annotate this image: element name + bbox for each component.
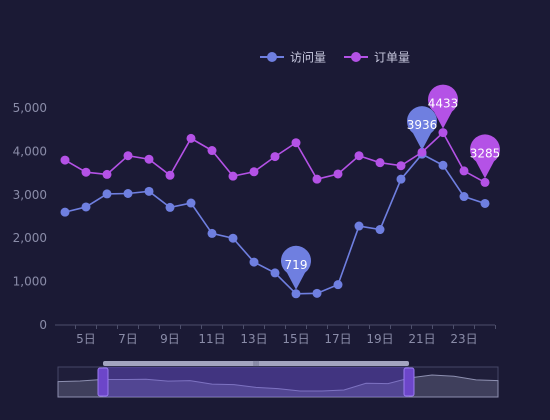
data-point[interactable] [270,152,280,162]
data-point[interactable] [270,268,280,278]
data-point[interactable] [459,166,469,176]
legend-item-1[interactable]: 访问量 [260,51,326,65]
data-point[interactable] [186,198,196,208]
series-1 [60,149,490,299]
data-point[interactable] [60,155,70,165]
markpoint-pin[interactable]: 3936 [407,106,438,151]
legend-label: 访问量 [290,51,326,65]
pin-label: 3285 [470,146,501,160]
markpoint-pin[interactable]: 4433 [428,84,459,129]
data-point[interactable] [312,288,322,298]
data-point[interactable] [165,170,175,180]
data-point[interactable] [81,167,91,177]
x-tick-label: 21日 [408,332,435,346]
pin-shape [407,106,438,151]
data-point[interactable] [396,174,406,184]
data-point[interactable] [144,186,154,196]
data-point[interactable] [207,228,217,238]
y-axis: 0 1,000 2,000 3,000 4,000 5,000 [13,101,47,332]
data-point[interactable] [312,174,322,184]
x-tick-label: 19日 [366,332,393,346]
data-point[interactable] [396,161,406,171]
x-tick-label: 7日 [118,332,138,346]
data-point[interactable] [438,128,448,138]
y-tick-label: 2,000 [13,231,47,245]
x-tick-label: 23日 [450,332,477,346]
pin-shape [281,245,312,290]
data-point[interactable] [102,189,112,199]
x-tick-label: 9日 [160,332,180,346]
x-tick-label: 15日 [282,332,309,346]
data-point[interactable] [165,202,175,212]
data-point[interactable] [228,233,238,243]
data-point[interactable] [102,169,112,179]
zoom-preview-area [57,374,499,398]
y-tick-label: 0 [39,318,47,332]
data-point[interactable] [459,192,469,202]
pin-label: 3936 [407,118,438,132]
legend[interactable]: 访问量 订单量 [260,51,410,65]
data-point[interactable] [375,158,385,168]
data-point[interactable] [123,151,133,161]
x-tick-label: 17日 [324,332,351,346]
series-2 [60,128,490,187]
markpoint-layer: 719 3936 4433 3285 [281,84,501,290]
pin-shape [470,134,500,179]
pin-label: 719 [285,258,308,272]
data-point[interactable] [333,280,343,290]
zoom-end-handle[interactable] [403,367,415,397]
y-tick-label: 4,000 [13,144,47,158]
y-tick-label: 5,000 [13,101,47,115]
data-point[interactable] [228,171,238,181]
data-point[interactable] [291,138,301,148]
markpoint-pin[interactable]: 719 [281,245,312,290]
data-point[interactable] [249,167,259,177]
pin-shape [428,84,459,129]
y-tick-label: 1,000 [13,275,47,289]
data-point[interactable] [375,225,385,235]
data-point[interactable] [417,147,427,157]
data-point[interactable] [123,188,133,198]
data-point[interactable] [354,221,364,231]
x-axis: 5日 7日 9日 11日 13日 15日 17日 19日 21日 23日 [55,324,496,346]
data-point[interactable] [60,207,70,217]
data-point[interactable] [480,177,490,187]
data-point[interactable] [144,154,154,164]
data-point[interactable] [291,289,301,299]
x-tick-label: 13日 [240,332,267,346]
data-zoom-slider[interactable]: ||| [57,361,499,398]
data-point[interactable] [333,169,343,179]
x-tick-label: 11日 [198,332,225,346]
series-layer [60,128,490,299]
data-point[interactable] [186,133,196,143]
data-point[interactable] [354,151,364,161]
data-point[interactable] [207,146,217,156]
data-point[interactable] [438,160,448,170]
legend-label: 订单量 [374,51,410,65]
grip-icon: ||| [253,361,259,368]
x-tick-label: 5日 [76,332,96,346]
y-tick-label: 3,000 [13,188,47,202]
data-point[interactable] [81,202,91,212]
markpoint-pin[interactable]: 3285 [470,134,501,179]
legend-marker [351,52,361,62]
legend-marker [267,52,277,62]
zoom-start-handle[interactable] [97,367,109,397]
data-point[interactable] [480,198,490,208]
legend-item-2[interactable]: 订单量 [344,51,410,65]
pin-label: 4433 [428,97,459,111]
data-point[interactable] [249,257,259,267]
zoom-selection[interactable] [103,367,409,397]
zoom-move-handle[interactable] [103,361,409,366]
